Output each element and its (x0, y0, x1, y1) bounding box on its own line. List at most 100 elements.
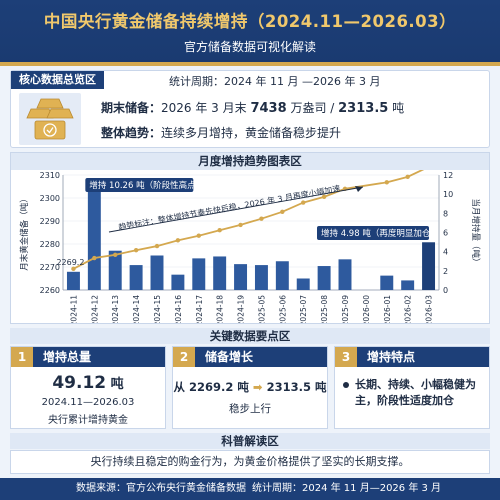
trend-arrow-head (355, 186, 363, 192)
bar (254, 265, 268, 290)
card-number: 2 (173, 347, 195, 367)
card-growth: 储备增长 2 从 2269.2 吨 ➡ 2313.5 吨 稳步上行 (172, 346, 328, 429)
page-title: 中国央行黄金储备持续增持（2024.11—2026.03） (43, 12, 457, 31)
x-tick-label: 2026-01 (383, 295, 392, 323)
chart-panel: 月度增持趋势图表区 2260 2270 2280 2290 2300 2310 0 2 4 6 8 1… (10, 152, 490, 324)
bar (87, 191, 101, 290)
page-subtitle: 官方储备数据可视化解读 (183, 40, 316, 54)
feature-desc: 长期、持续、小幅稳健为主，阶段性适度加仓 (355, 378, 476, 407)
x-tick-label: 2024-18 (216, 295, 225, 323)
x-tick-label: 2024-14 (132, 295, 141, 323)
science-text: 央行持续且稳定的购金行为，为黄金价格提供了坚实的长期支撑。 (10, 450, 490, 474)
y-axis-title: 月末黄金储备（吨） (19, 194, 30, 271)
overview-tag: 核心数据总览区 (11, 71, 104, 89)
bar (171, 274, 185, 290)
line-point (321, 194, 327, 200)
bar (401, 280, 415, 290)
x-tick-label: 2025-05 (257, 295, 266, 323)
peak-callout-box (85, 178, 194, 192)
line-point (92, 255, 97, 261)
science-section-title: 科普解读区 (10, 433, 490, 449)
line-point (384, 180, 389, 185)
growth-range: 从 2269.2 吨 ➡ 2313.5 吨 (173, 380, 327, 394)
last-callout-text: 增持 4.98 吨（再度明显加仓） (321, 228, 439, 239)
bar (317, 266, 331, 290)
card-total-title: 增持总量 (11, 347, 165, 367)
line-point (133, 248, 139, 253)
x-tick-label: 2024-13 (111, 295, 120, 323)
footer: 数据来源：官方公布央行黄金储备数据 统计周期：2024 年 11 月—2026 … (0, 478, 500, 500)
footer-source: 数据来源：官方公布央行黄金储备数据 (76, 483, 246, 494)
peak-callout-text: 增持 10.26 吨（阶段性高点） (89, 180, 204, 191)
line-point (301, 200, 306, 205)
bar (275, 261, 289, 290)
line-point (280, 209, 285, 214)
x-tick-label: 2026-00 (362, 295, 371, 323)
points-section-title: 关键数据要点区 (10, 328, 490, 344)
chart-section-title: 月度增持趋势图表区 (11, 153, 489, 170)
y2-tick-label: 10 (443, 190, 453, 199)
line-point (259, 216, 264, 221)
line-point (175, 238, 181, 243)
y-tick-label: 2270 (40, 263, 60, 272)
bar (129, 265, 143, 290)
end-reserve-row: 期末储备：2026 年 3 月末 7438 万盎司 / 2313.5 吨 (101, 101, 405, 116)
arrow-right-icon: ➡ (252, 380, 263, 394)
gold-bars-icon (19, 93, 81, 145)
x-tick-label: 2024-15 (153, 295, 162, 323)
bullet-icon (343, 382, 349, 388)
y-tick-label: 2300 (40, 194, 60, 203)
line-point (71, 266, 76, 272)
start-value-label: 2269.2 (56, 258, 84, 267)
card-feature-title: 增持特点 (335, 347, 489, 367)
y2-axis-title: 当月增持量（吨） (470, 198, 481, 266)
bar (108, 250, 122, 290)
y2-tick-label: 0 (443, 286, 448, 295)
trend-arrow-line (108, 186, 364, 233)
x-tick-label: 2025-09 (341, 295, 350, 323)
y-tick-label: 2290 (40, 217, 60, 226)
footer-period: 统计周期：2024 年 11 月—2026 年 3 月 (252, 483, 442, 494)
bar (422, 242, 436, 290)
x-tick-label: 2024-16 (174, 295, 183, 323)
x-tick-label: 2026-03 (425, 295, 434, 323)
bar (66, 271, 80, 290)
card-growth-title: 储备增长 (173, 347, 327, 367)
card-number: 3 (335, 347, 357, 367)
card-number: 1 (11, 347, 33, 367)
x-tick-label: 2025-07 (299, 295, 308, 323)
x-tick-label: 2026-02 (404, 295, 413, 323)
x-tick-label: 2025-08 (320, 295, 329, 323)
x-tick-label: 2025-06 (278, 295, 287, 323)
bar (192, 258, 206, 290)
overview-panel: 核心数据总览区 统计周期：2024 年 11 月 —2026 年 3 月 期末储… (10, 70, 490, 148)
line-point (217, 228, 222, 233)
y2-tick-label: 6 (443, 229, 448, 238)
x-tick-label: 2024-17 (195, 295, 204, 323)
y2-tick-label: 8 (443, 209, 448, 218)
line-point (154, 243, 160, 249)
header: 中国央行黄金储备持续增持（2024.11—2026.03） 官方储备数据可视化解… (0, 0, 500, 66)
y-tick-label: 2280 (40, 240, 60, 249)
y-tick-label: 2260 (40, 286, 60, 295)
bar (380, 275, 394, 290)
y2-tick-label: 2 (443, 267, 448, 276)
gold-divider (0, 62, 500, 66)
total-value: 49.12 吨 (52, 373, 124, 393)
x-tick-label: 2024-11 (69, 295, 78, 323)
bar (150, 255, 164, 290)
bar (213, 256, 227, 290)
x-tick-label: 2024-12 (90, 295, 99, 323)
line-point (238, 222, 243, 228)
card-feature: 增持特点 3 长期、持续、小幅稳健为主，阶段性适度加仓 (334, 346, 490, 429)
bar (234, 264, 248, 290)
card-total: 增持总量 1 49.12 吨 2024.11—2026.03 央行累计增持黄金 (10, 346, 166, 429)
bar (338, 259, 352, 290)
y2-tick-label: 12 (443, 171, 453, 180)
line-point (405, 174, 410, 180)
y-tick-label: 2310 (40, 171, 60, 180)
trend-chart: 2260 2270 2280 2290 2300 2310 0 2 4 6 8 10 12 月末黄金储备（… (19, 170, 481, 323)
y2-tick-label: 4 (443, 248, 448, 257)
total-period: 2024.11—2026.03 (41, 397, 135, 408)
line-point (196, 233, 201, 238)
